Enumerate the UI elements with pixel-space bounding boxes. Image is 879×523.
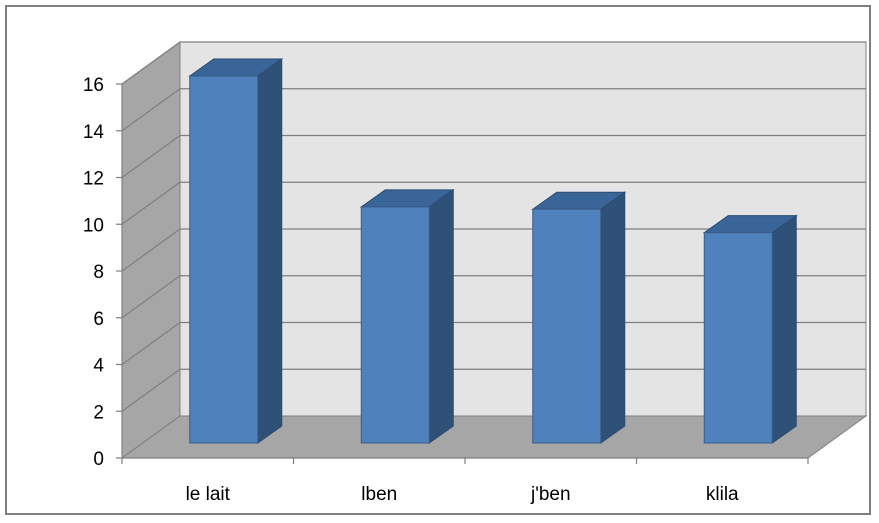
bar-side xyxy=(257,58,283,444)
x-category-label: le lait xyxy=(186,484,231,505)
y-tick-label: 12 xyxy=(83,169,104,190)
y-tick-label: 4 xyxy=(93,356,104,377)
bar-front xyxy=(532,208,602,444)
x-category-label: j'ben xyxy=(530,484,571,505)
gridline-side xyxy=(121,368,181,412)
y-tick-label: 10 xyxy=(83,215,104,236)
bar xyxy=(531,191,627,444)
gridline-side xyxy=(121,88,181,132)
gridline-side xyxy=(121,41,181,85)
gridline-side xyxy=(121,275,181,319)
chart-axis xyxy=(116,83,809,464)
y-tick-label: 14 xyxy=(83,122,105,143)
bar xyxy=(188,58,284,444)
chart-bars xyxy=(188,58,798,444)
x-category-labels: le lait lben j'ben klila xyxy=(186,484,739,505)
x-category-label: lben xyxy=(361,484,397,505)
gridline-side xyxy=(121,135,181,178)
gridline-side xyxy=(121,228,181,272)
y-tick-label: 6 xyxy=(93,309,104,330)
y-tick-label: 8 xyxy=(93,262,104,283)
bar-side xyxy=(771,214,797,444)
bar-front xyxy=(360,206,430,444)
bar-front xyxy=(189,75,259,444)
bar-side xyxy=(428,188,454,444)
bar xyxy=(702,214,798,444)
bar-side xyxy=(600,191,626,444)
y-tick-label: 0 xyxy=(93,449,104,470)
y-tick-label: 16 xyxy=(83,75,104,96)
gridline-side xyxy=(121,322,181,365)
x-category-label: klila xyxy=(706,484,739,505)
bar-front xyxy=(703,232,773,444)
y-tick-label: 2 xyxy=(93,402,104,423)
y-tick-labels: 0 2 4 6 8 10 12 14 16 xyxy=(83,75,105,470)
bar xyxy=(359,188,455,444)
gridline-side xyxy=(121,181,181,225)
